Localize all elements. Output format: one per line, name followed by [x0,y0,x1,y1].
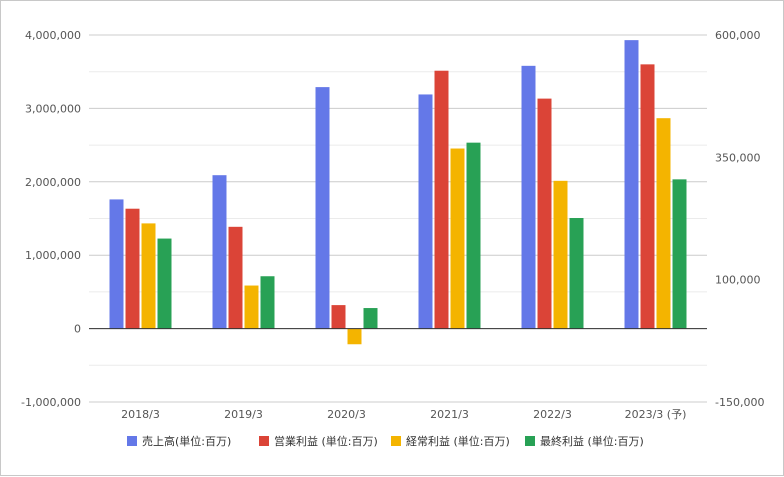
bar [141,223,156,329]
left-tick-label: 3,000,000 [25,102,81,115]
x-tick-label: 2018/3 [121,408,160,421]
right-tick-label: 350,000 [715,151,761,164]
legend-swatch [127,436,137,446]
x-tick-label: 2020/3 [327,408,366,421]
bar [347,328,362,345]
x-axis-ticks: 2018/3 2019/3 2020/3 2021/3 2022/3 2023/3 (予) [121,408,686,421]
right-tick-label: 600,000 [715,29,761,42]
legend: 売上高(単位:百万) 営業利益 (単位:百万) 経常利益 (単位:百万) 最終利益 (… [127,434,644,448]
left-tick-label: 0 [74,323,81,336]
bar [418,94,433,329]
bar [672,179,687,329]
bar [640,64,655,329]
x-tick-label: 2022/3 [533,408,572,421]
bar [569,218,584,329]
bar [212,175,227,329]
bar [434,70,449,329]
grid-lines [89,34,707,403]
bar [363,308,378,329]
left-tick-label: 2,000,000 [25,176,81,189]
bar [331,305,346,329]
bar [656,118,671,329]
legend-swatch [259,436,269,446]
bar [553,180,568,329]
bar [624,40,639,329]
bar [109,199,124,329]
bar [466,142,481,329]
legend-label: 売上高(単位:百万) [142,434,231,448]
legend-swatch [525,436,535,446]
bar [125,208,140,329]
x-tick-label: 2021/3 [430,408,469,421]
left-tick-label: 1,000,000 [25,249,81,262]
legend-label: 営業利益 (単位:百万) [274,434,378,448]
x-tick-label: 2019/3 [224,408,263,421]
right-axis-ticks: 600,000 350,000 100,000 -150,000 [715,29,764,409]
x-tick-label: 2023/3 (予) [625,408,687,421]
bar [228,226,243,329]
bars [109,40,687,345]
bar [260,276,275,329]
bar [537,98,552,329]
right-tick-label: -150,000 [715,396,764,409]
bar [450,148,465,329]
bar [244,285,259,329]
legend-swatch [391,436,401,446]
legend-label: 経常利益 (単位:百万) [406,434,510,448]
bar [315,87,330,329]
left-axis-ticks: 4,000,000 3,000,000 2,000,000 1,000,000 0 -1,… [21,29,81,409]
left-tick-label: 4,000,000 [25,29,81,42]
left-tick-label: -1,000,000 [21,396,81,409]
bar [157,238,172,329]
bar [521,65,536,329]
legend-label: 最終利益 (単位:百万) [540,434,644,448]
right-tick-label: 100,000 [715,274,761,287]
